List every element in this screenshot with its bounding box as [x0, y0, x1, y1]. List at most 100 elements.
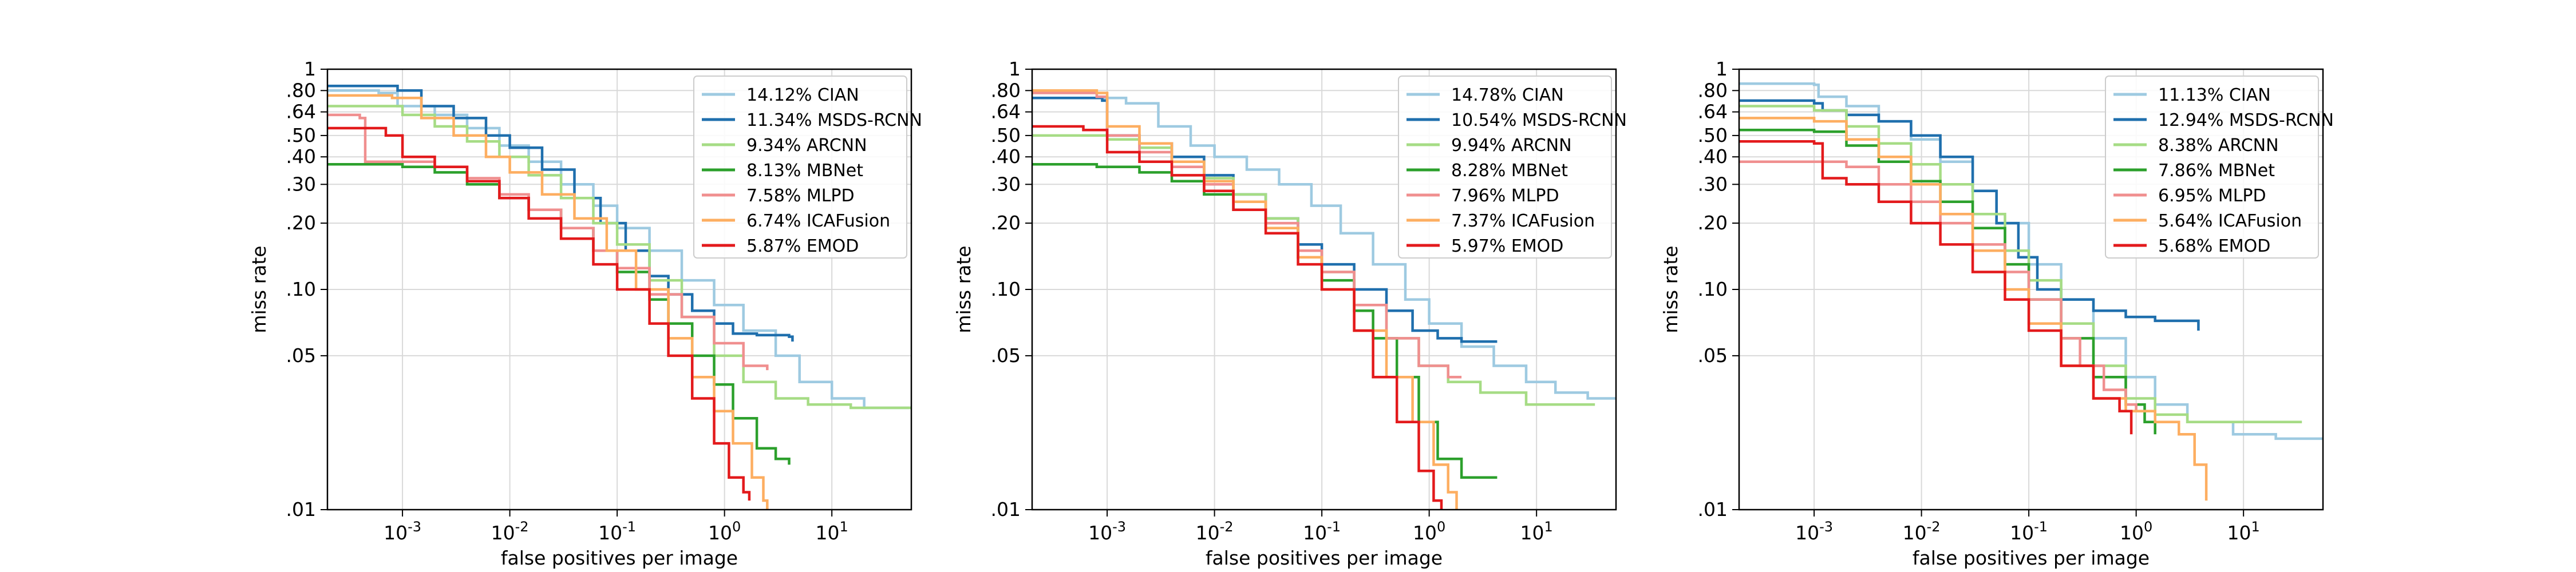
- legend-item: 9.34% ARCNN: [702, 136, 867, 156]
- x-tick-label: 100: [2120, 519, 2152, 544]
- legend-item: 8.28% MBNet: [1406, 161, 1568, 181]
- series-lines: [1032, 89, 1616, 510]
- y-tick-label: .10: [286, 278, 316, 300]
- x-tick-label: 10-1: [598, 519, 636, 544]
- y-tick-label: .80: [1698, 79, 1728, 101]
- y-axis-label: miss rate: [953, 245, 975, 333]
- series-line-6-74-icafusion: [327, 94, 769, 510]
- legend-label: 9.34% ARCNN: [746, 136, 867, 156]
- legend-label: 5.97% EMOD: [1451, 236, 1563, 256]
- x-tick-label: 101: [1520, 519, 1553, 544]
- legend-box: [1398, 76, 1612, 259]
- y-tick-label: .40: [1698, 145, 1728, 168]
- y-tick-label: .20: [991, 212, 1021, 234]
- legend: 14.12% CIAN 11.34% MSDS-RCNN 9.34% ARCNN 8.…: [693, 76, 922, 259]
- legend-label: 6.74% ICAFusion: [746, 211, 890, 231]
- x-tick-label: 100: [1413, 519, 1445, 544]
- legend: 11.13% CIAN 12.94% MSDS-RCNN 8.38% ARCNN 7.…: [2105, 76, 2334, 259]
- legend-box: [693, 76, 907, 259]
- series-line-5-87-emod: [327, 126, 751, 501]
- x-tick-label: 10-2: [1903, 519, 1941, 544]
- y-tick-label: .20: [286, 212, 316, 234]
- chart-panel-1: 10-3 10-2 10-1 100 101 1.80.64.50.40 .30 .20 .10…: [248, 58, 922, 569]
- y-tick-label: .01: [991, 498, 1021, 521]
- x-tick-label: 10-3: [1795, 519, 1833, 544]
- legend-item: 8.13% MBNet: [702, 161, 863, 181]
- series-lines: [1739, 82, 2323, 501]
- y-tick-label: .50: [1698, 124, 1728, 146]
- y-axis-label: miss rate: [248, 245, 270, 333]
- legend-item: 5.68% EMOD: [2113, 236, 2270, 256]
- y-tick-label: .05: [286, 344, 316, 367]
- y-tick-label: .10: [1698, 278, 1728, 300]
- legend-item: 9.94% ARCNN: [1406, 136, 1572, 156]
- legend-label: 11.13% CIAN: [2158, 85, 2271, 105]
- legend-label: 5.87% EMOD: [746, 236, 859, 256]
- y-tick-label: .20: [1698, 212, 1728, 234]
- y-tick-label: .40: [286, 145, 316, 168]
- y-tick-label: .50: [286, 124, 316, 146]
- legend-label: 14.12% CIAN: [746, 85, 859, 105]
- legend-label: 7.86% MBNet: [2158, 161, 2275, 181]
- legend-item: 7.86% MBNet: [2113, 161, 2275, 181]
- legend-label: 5.64% ICAFusion: [2158, 211, 2302, 231]
- y-tick-label: .64: [991, 101, 1021, 123]
- legend-label: 12.94% MSDS-RCNN: [2158, 110, 2334, 130]
- legend-label: 14.78% CIAN: [1451, 85, 1564, 105]
- legend-item: 8.38% ARCNN: [2113, 136, 2279, 156]
- y-tick-label: .40: [991, 145, 1021, 168]
- y-tick-label: .01: [1698, 498, 1728, 521]
- legend-box: [2105, 76, 2319, 259]
- legend-label: 7.58% MLPD: [746, 186, 855, 206]
- legend-label: 5.68% EMOD: [2158, 236, 2270, 256]
- x-axis-label: false positives per image: [1913, 547, 2150, 569]
- x-tick-label: 101: [2227, 519, 2260, 544]
- y-tick-label: .01: [286, 498, 316, 521]
- y-tick-label: .80: [286, 79, 316, 101]
- legend-label: 11.34% MSDS-RCNN: [746, 110, 922, 130]
- y-axis-label: miss rate: [1660, 245, 1682, 333]
- legend-label: 7.96% MLPD: [1451, 186, 1559, 206]
- legend-item: 14.12% CIAN: [702, 85, 859, 105]
- x-tick-label: 10-2: [1196, 519, 1234, 544]
- x-axis-label: false positives per image: [1206, 547, 1443, 569]
- y-tick-label: 1: [1716, 58, 1728, 80]
- legend-item: 6.95% MLPD: [2113, 186, 2266, 206]
- y-tick-label: .50: [991, 124, 1021, 146]
- y-tick-label: 1: [304, 58, 316, 80]
- legend-item: 5.64% ICAFusion: [2113, 211, 2302, 231]
- legend-item: 12.94% MSDS-RCNN: [2113, 110, 2334, 130]
- y-tick-label: .05: [991, 344, 1021, 367]
- chart-panel-2: 10-3 10-2 10-1 100 101 1.80.64.50.40 .30 .20 .10…: [953, 58, 1627, 569]
- x-tick-label: 10-3: [384, 519, 421, 544]
- y-tick-label: .30: [286, 173, 316, 195]
- legend-item: 11.13% CIAN: [2113, 85, 2271, 105]
- series-line-9-34-arcnn: [327, 105, 911, 410]
- legend-label: 9.94% ARCNN: [1451, 136, 1572, 156]
- legend-item: 11.34% MSDS-RCNN: [702, 110, 922, 130]
- legend: 14.78% CIAN 10.54% MSDS-RCNN 9.94% ARCNN 8.…: [1398, 76, 1627, 259]
- chart-panel-3: 10-3 10-2 10-1 100 101 1.80.64.50.40 .30 .20 .10…: [1660, 58, 2334, 569]
- y-tick-label: .64: [1698, 101, 1728, 123]
- series-line-14-78-cian: [1032, 97, 1616, 400]
- y-tick-label: .05: [1698, 344, 1728, 367]
- series-line-5-68-emod: [1739, 140, 2133, 435]
- y-tick-label: .64: [286, 101, 316, 123]
- legend-item: 5.97% EMOD: [1406, 236, 1563, 256]
- series-line-5-64-icafusion: [1739, 117, 2208, 501]
- series-lines: [327, 84, 911, 510]
- legend-label: 10.54% MSDS-RCNN: [1451, 110, 1627, 130]
- legend-item: 7.96% MLPD: [1406, 186, 1559, 206]
- series-line-14-12-cian: [327, 89, 911, 410]
- legend-item: 7.58% MLPD: [702, 186, 855, 206]
- x-tick-label: 10-1: [1303, 519, 1341, 544]
- y-tick-label: .10: [991, 278, 1021, 300]
- legend-item: 5.87% EMOD: [702, 236, 859, 256]
- x-tick-label: 10-3: [1088, 519, 1126, 544]
- x-axis-label: false positives per image: [501, 547, 738, 569]
- legend-item: 7.37% ICAFusion: [1406, 211, 1595, 231]
- legend-label: 7.37% ICAFusion: [1451, 211, 1595, 231]
- legend-label: 6.95% MLPD: [2158, 186, 2266, 206]
- y-tick-label: .30: [991, 173, 1021, 195]
